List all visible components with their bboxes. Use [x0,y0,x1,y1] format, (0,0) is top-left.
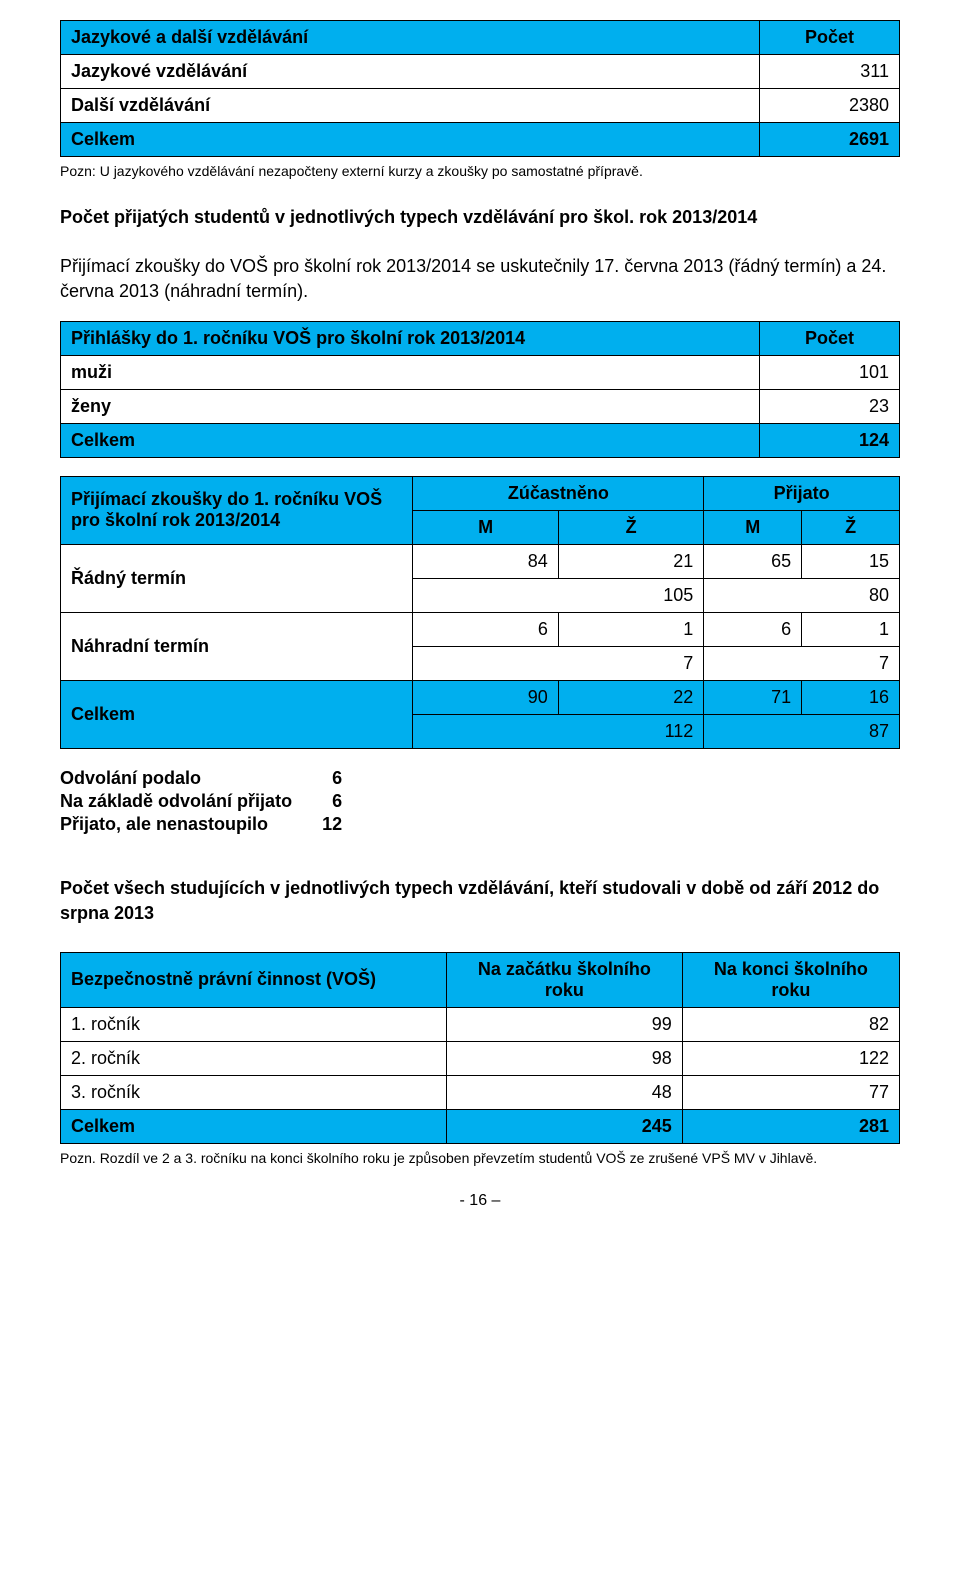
row-value: 101 [760,355,900,389]
total-value: 2691 [760,123,900,157]
table-bpc: Bezpečnostně právní činnost (VOŠ) Na zač… [60,952,900,1144]
para-prijati: Přijímací zkoušky do VOŠ pro školní rok … [60,254,900,304]
row-label: Jazykové vzdělávání [61,55,760,89]
cell: 98 [446,1041,682,1075]
th-prijato: Přijato [704,476,900,510]
th-rowhead: Přijímací zkoušky do 1. ročníku VOŠ pro … [61,476,413,544]
v: 6 [292,767,342,790]
v: 12 [292,813,342,836]
cell: 71 [704,680,802,714]
total-label: Celkem [61,423,760,457]
cell-sum: 105 [413,578,704,612]
table-jazykove: Jazykové a další vzdělávání Počet Jazyko… [60,20,900,157]
l: Přijato, ale nenastoupilo [60,813,292,836]
total-a: 245 [446,1109,682,1143]
cell: 90 [413,680,558,714]
page-footer: - 16 – [60,1192,900,1210]
th-count: Počet [760,21,900,55]
row-celkem: Celkem [61,680,413,748]
cell: 6 [704,612,802,646]
row-value: 23 [760,389,900,423]
l: Odvolání podalo [60,767,292,790]
cell-sum: 7 [413,646,704,680]
table-prihlasky: Přihlášky do 1. ročníku VOŠ pro školní r… [60,321,900,458]
table-zkousky: Přijímací zkoušky do 1. ročníku VOŠ pro … [60,476,900,749]
row-label: muži [61,355,760,389]
cell: 16 [802,680,900,714]
row-value: 2380 [760,89,900,123]
row-label: 1. ročník [61,1007,447,1041]
row-label: Další vzdělávání [61,89,760,123]
cell: 1 [558,612,703,646]
heading-studujici: Počet všech studujících v jednotlivých t… [60,876,900,926]
th-col1: Na začátku školního roku [446,952,682,1007]
total-b: 281 [682,1109,899,1143]
heading-prijati: Počet přijatých studentů v jednotlivých … [60,205,900,230]
th-zucastneno: Zúčastněno [413,476,704,510]
cell: 21 [558,544,703,578]
row-value: 311 [760,55,900,89]
cell: 22 [558,680,703,714]
th-m: M [413,510,558,544]
cell: 77 [682,1075,899,1109]
cell: 1 [802,612,900,646]
cell: 84 [413,544,558,578]
cell-sum: 7 [704,646,900,680]
th-label: Přihlášky do 1. ročníku VOŠ pro školní r… [61,321,760,355]
total-label: Celkem [61,123,760,157]
th-label: Jazykové a další vzdělávání [61,21,760,55]
th-col2: Na konci školního roku [682,952,899,1007]
cell: 122 [682,1041,899,1075]
total-label: Celkem [61,1109,447,1143]
th-z: Ž [802,510,900,544]
th-z: Ž [558,510,703,544]
v: 6 [292,790,342,813]
note-jazykove: Pozn: U jazykového vzdělávání nezapočten… [60,163,900,179]
cell: 48 [446,1075,682,1109]
odvolani-block: Odvolání podalo6 Na základě odvolání při… [60,767,900,836]
cell: 82 [682,1007,899,1041]
cell-sum: 80 [704,578,900,612]
cell-sum: 87 [704,714,900,748]
th-m: M [704,510,802,544]
cell-sum: 112 [413,714,704,748]
row-radny: Řádný termín [61,544,413,612]
th-header: Bezpečnostně právní činnost (VOŠ) [61,952,447,1007]
l: Na základě odvolání přijato [60,790,292,813]
cell: 15 [802,544,900,578]
row-label: 2. ročník [61,1041,447,1075]
row-label: 3. ročník [61,1075,447,1109]
row-label: ženy [61,389,760,423]
cell: 65 [704,544,802,578]
odvolani-table: Odvolání podalo6 Na základě odvolání při… [60,767,342,836]
total-value: 124 [760,423,900,457]
cell: 6 [413,612,558,646]
th-count: Počet [760,321,900,355]
row-nahradni: Náhradní termín [61,612,413,680]
cell: 99 [446,1007,682,1041]
note-bpc: Pozn. Rozdíl ve 2 a 3. ročníku na konci … [60,1150,900,1166]
